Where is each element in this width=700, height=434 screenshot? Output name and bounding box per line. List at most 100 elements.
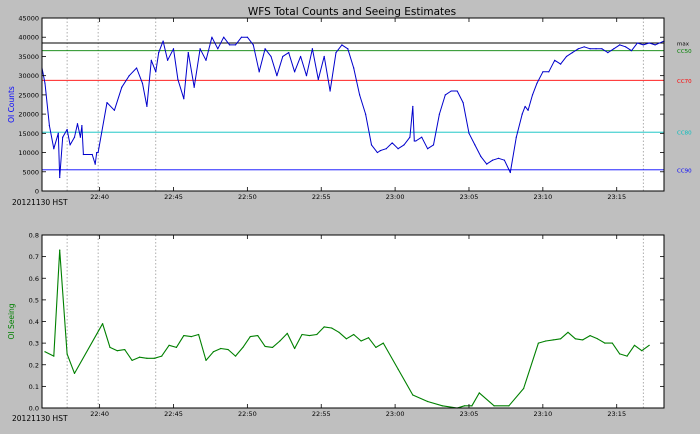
data-point [421,136,423,138]
data-point [574,338,576,340]
data-point [264,345,266,347]
data-point [335,52,337,54]
data-point [217,48,219,50]
data-point [162,40,164,42]
data-point [53,355,55,357]
data-point [212,351,214,353]
seeing-panel: 0.0 0.1 0.2 0.3 0.4 0.5 0.6 0.7 0.8 22:40 22:45 22:… [7,232,665,423]
data-point [211,36,213,38]
data-point [375,346,377,349]
data-point [317,78,319,81]
data-point [258,71,260,73]
data-point [124,349,126,351]
data-point [82,153,84,156]
data-point [636,42,639,44]
data-point [276,75,278,77]
data-point [536,82,538,84]
data-point [360,340,362,342]
data-point [69,144,71,146]
data-point [270,55,272,58]
data-point [370,144,373,146]
data-point [175,346,178,349]
data-point [468,132,470,134]
x-axis-label: 20121130 HST [12,198,68,207]
y-tick-label: 0.4 [29,318,39,326]
data-point [205,359,207,362]
data-point [497,157,500,159]
x-tick-label: 23:10 [533,193,552,201]
x-tick-label: 22:50 [238,410,257,418]
data-point [376,151,378,154]
data-point [379,150,381,152]
data-point [199,48,201,50]
data-point [101,323,104,325]
chart-title: WFS Total Counts and Seeing Estimates [248,6,456,18]
data-point [79,136,82,138]
y-tick-label: 0.6 [29,275,39,283]
y-axis-label: OI Seeing [7,303,16,339]
y-tick-label: 0.0 [29,405,39,413]
data-point [624,46,627,48]
data-point [183,334,185,337]
data-point [619,353,621,355]
data-point [542,71,544,73]
data-point [183,98,185,100]
data-point [654,44,656,46]
x-tick-label: 22:45 [164,193,183,201]
data-point [409,136,411,138]
data-point [571,52,573,54]
data-point [150,59,152,61]
data-point [94,163,96,165]
series-line [41,36,665,178]
data-point [323,55,325,58]
data-point [141,82,144,84]
data-point [264,48,266,50]
x-tick-label: 22:40 [90,410,109,418]
data-point [323,326,325,328]
data-point [345,338,347,340]
data-point [73,372,76,374]
data-point [338,331,340,333]
data-point [559,63,562,65]
data-point [523,387,525,390]
y-tick-label: 5000 [22,168,39,176]
data-point [503,159,506,161]
data-point [138,356,141,358]
data-point [582,339,584,341]
data-point [432,144,435,146]
data-point [633,344,636,346]
data-point [596,338,599,340]
data-point [353,67,355,69]
data-point [509,171,511,174]
y-tick-label: 25000 [18,91,39,99]
data-point [146,357,148,359]
data-point [444,94,446,96]
data-point [524,105,526,108]
y-tick-label: 40000 [18,34,39,42]
data-point [648,42,650,44]
data-point [492,159,494,161]
data-point [249,336,251,338]
data-point [155,71,157,73]
reference-label-cc70: CC70 [677,79,692,85]
data-point [589,48,591,50]
data-point [242,346,244,349]
y-tick-label: 0.3 [29,340,39,348]
data-point [595,48,597,50]
data-point [382,342,384,344]
data-point [554,59,556,61]
data-point [234,355,237,357]
y-tick-label: 20000 [18,111,39,119]
data-point [450,90,452,92]
data-point [308,334,311,337]
data-point [391,142,393,144]
reference-label-cc90: CC90 [677,168,692,174]
y-tick-label: 0.1 [29,383,39,391]
data-point [161,355,163,357]
data-point [109,346,111,349]
data-point [619,44,621,46]
data-point [463,405,466,407]
counts-panel: max CC50 CC70 CC80 CC90 0 5000 10000 15000 20000 2… [7,15,692,208]
y-tick-label: 0.8 [29,232,39,240]
